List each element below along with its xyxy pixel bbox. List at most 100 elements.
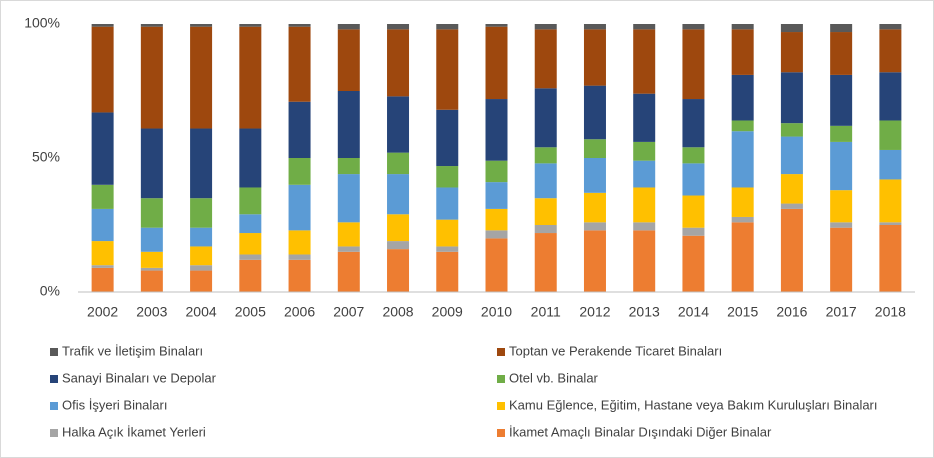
bar-segment bbox=[830, 227, 853, 292]
legend-swatch bbox=[497, 348, 505, 356]
bar-segment bbox=[239, 254, 262, 260]
bar-segment bbox=[337, 222, 360, 247]
bar-segment bbox=[91, 26, 114, 113]
bar-segment bbox=[583, 158, 606, 193]
x-tick-label: 2010 bbox=[481, 304, 512, 320]
bar-segment bbox=[731, 216, 754, 223]
bar-segment bbox=[239, 259, 262, 292]
bar-segment bbox=[239, 233, 262, 255]
bar-segment bbox=[682, 235, 705, 292]
bar-segment bbox=[780, 24, 803, 33]
bar-segment bbox=[288, 184, 311, 231]
bar-segment bbox=[436, 187, 459, 220]
legend-swatch bbox=[50, 348, 58, 356]
bar-segment bbox=[534, 225, 557, 234]
bar-segment bbox=[731, 131, 754, 188]
legend-label: Kamu Eğlence, Eğitim, Hastane veya Bakım… bbox=[509, 397, 878, 412]
bar-segment bbox=[436, 219, 459, 247]
bar-segment bbox=[534, 163, 557, 199]
bar-segment bbox=[91, 112, 114, 185]
bar-segment bbox=[780, 32, 803, 73]
bar-segment bbox=[731, 120, 754, 132]
bar-segment bbox=[485, 99, 508, 161]
bar-segment bbox=[436, 24, 459, 30]
bar-segment bbox=[337, 158, 360, 175]
bar-segment bbox=[140, 227, 163, 252]
bar-segment bbox=[288, 101, 311, 158]
x-tick-label: 2017 bbox=[826, 304, 857, 320]
x-tick-label: 2005 bbox=[235, 304, 266, 320]
bar-segment bbox=[91, 24, 114, 27]
bar-segment bbox=[91, 208, 114, 242]
bar-segment bbox=[682, 227, 705, 236]
bar-segment bbox=[583, 139, 606, 158]
bar-segment bbox=[190, 198, 213, 228]
bar-segment bbox=[91, 241, 114, 266]
bar-segment bbox=[288, 158, 311, 185]
bar-segment bbox=[239, 214, 262, 234]
bar-segment bbox=[583, 222, 606, 231]
bar-segment bbox=[583, 230, 606, 292]
x-tick-label: 2016 bbox=[776, 304, 807, 320]
legend-swatch bbox=[497, 402, 505, 410]
bar-segment bbox=[633, 222, 656, 231]
bar-segment bbox=[288, 24, 311, 27]
bar-segment bbox=[682, 195, 705, 228]
bar-segment bbox=[485, 26, 508, 100]
legend-swatch bbox=[50, 429, 58, 437]
bar-segment bbox=[387, 96, 410, 153]
bar-segment bbox=[140, 26, 163, 129]
x-tick-label: 2007 bbox=[333, 304, 364, 320]
bar-segment bbox=[731, 222, 754, 292]
bar-segment bbox=[534, 88, 557, 148]
bar-segment bbox=[682, 147, 705, 164]
bar-segment bbox=[534, 29, 557, 89]
bar-segment bbox=[337, 174, 360, 223]
bar-segment bbox=[91, 267, 114, 292]
bar-segment bbox=[879, 24, 902, 30]
bar-segment bbox=[830, 24, 853, 33]
bar-segment bbox=[91, 184, 114, 209]
bar-segment bbox=[879, 179, 902, 223]
bar-segment bbox=[633, 230, 656, 292]
bar-segment bbox=[583, 24, 606, 30]
bar-segment bbox=[879, 222, 902, 225]
bar-segment bbox=[190, 26, 213, 129]
legend-swatch bbox=[50, 402, 58, 410]
x-tick-label: 2009 bbox=[432, 304, 463, 320]
bar-segment bbox=[140, 128, 163, 199]
bar-segment bbox=[780, 203, 803, 209]
bar-segment bbox=[140, 251, 163, 268]
bar-segment bbox=[780, 136, 803, 175]
bar-segment bbox=[583, 192, 606, 223]
bar-segment bbox=[387, 29, 410, 97]
x-tick-label: 2014 bbox=[678, 304, 709, 320]
bar-segment bbox=[288, 26, 311, 102]
bar-segment bbox=[288, 230, 311, 255]
x-tick-label: 2013 bbox=[629, 304, 660, 320]
bar-segment bbox=[239, 128, 262, 188]
bar-segment bbox=[780, 174, 803, 204]
bar-segment bbox=[633, 29, 656, 94]
bar-segment bbox=[534, 24, 557, 30]
bar-segment bbox=[583, 29, 606, 86]
bar-segment bbox=[731, 29, 754, 75]
legend-swatch bbox=[497, 429, 505, 437]
bar-segment bbox=[633, 93, 656, 142]
bar-segment bbox=[91, 265, 114, 268]
bar-segment bbox=[830, 141, 853, 191]
bar-segment bbox=[830, 222, 853, 228]
bar-segment bbox=[190, 265, 213, 271]
bar-segment bbox=[633, 24, 656, 30]
legend-label: Halka Açık İkamet Yerleri bbox=[62, 424, 206, 439]
bar-segment bbox=[583, 85, 606, 140]
bar-segment bbox=[633, 187, 656, 223]
bar-segment bbox=[485, 160, 508, 183]
x-tick-label: 2008 bbox=[382, 304, 413, 320]
bar-segment bbox=[436, 166, 459, 188]
bar-segment bbox=[731, 187, 754, 217]
bar-segment bbox=[534, 233, 557, 292]
bar-segment bbox=[731, 74, 754, 121]
bar-segment bbox=[879, 120, 902, 150]
bar-segment bbox=[879, 72, 902, 121]
